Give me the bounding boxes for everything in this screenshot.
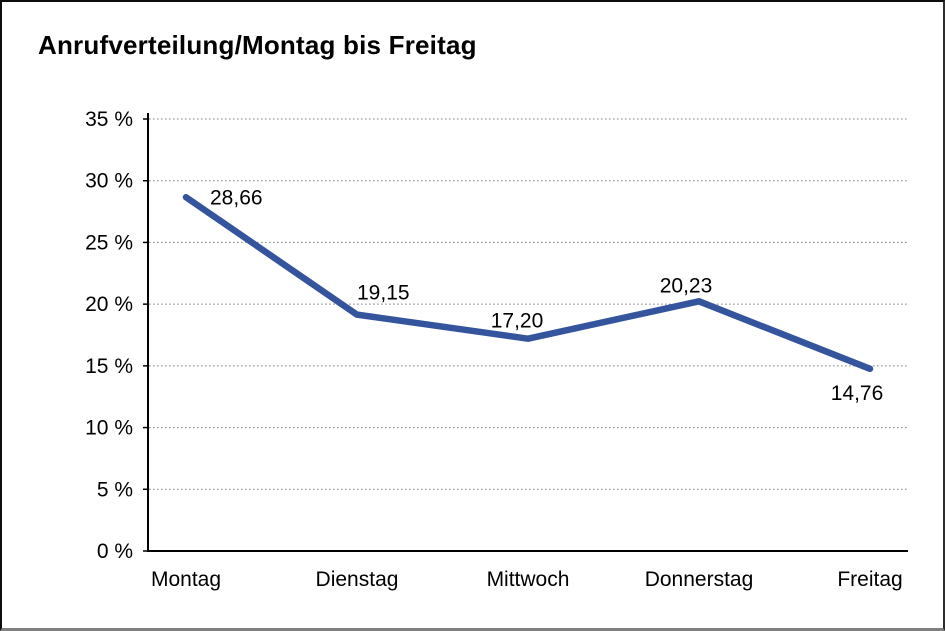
data-point-label: 28,66 [210,186,263,209]
chart-title: Anrufverteilung/Montag bis Freitag [38,30,477,60]
y-axis-tick-label: 30 % [85,170,133,193]
y-axis-tick-label: 10 % [85,417,133,440]
data-point-label: 20,23 [660,274,713,297]
x-axis-category-label: Dienstag [316,568,399,591]
data-point-label: 14,76 [831,382,884,405]
x-axis-category-label: Donnerstag [645,568,754,591]
data-point-label: 19,15 [357,282,410,305]
y-axis-tick-label: 0 % [97,540,133,563]
data-point-label: 17,20 [491,310,544,333]
x-axis-category-label: Montag [151,568,221,591]
series-line [182,194,874,373]
y-axis-tick-label: 25 % [85,231,133,254]
x-axis-category-label: Mittwoch [487,568,570,591]
y-axis-tick-label: 20 % [85,293,133,316]
y-axis-tick-label: 5 % [97,478,133,501]
y-axis-tick-label: 35 % [85,108,133,131]
y-axis-tick-label: 15 % [85,355,133,378]
x-axis-category-label: Freitag [837,568,902,591]
